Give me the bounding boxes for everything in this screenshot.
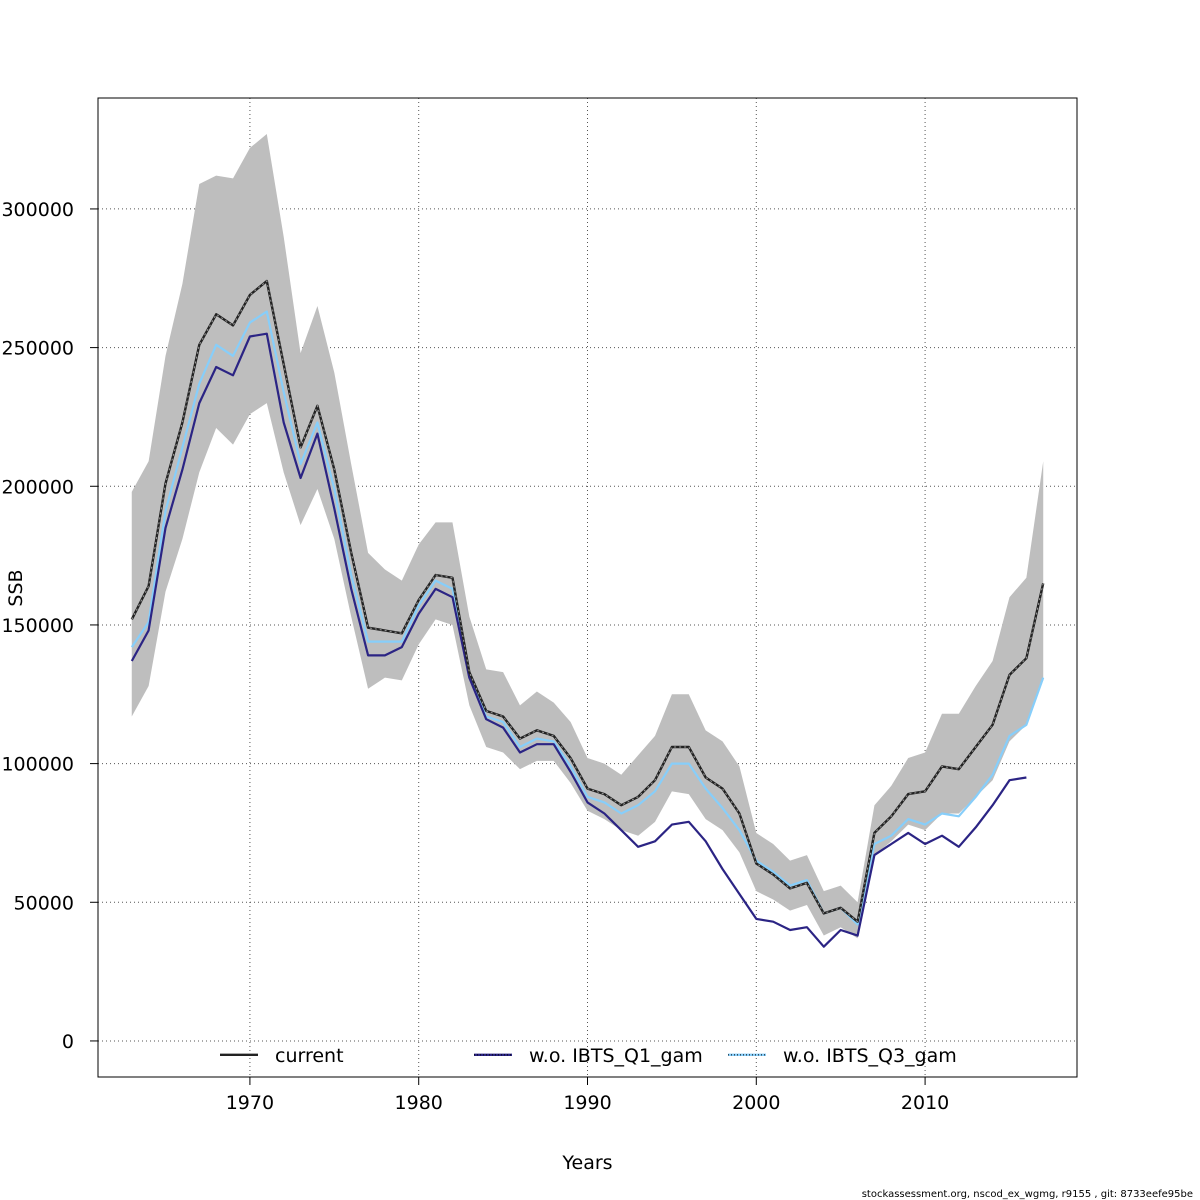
y-tick-label: 100000 bbox=[1, 754, 74, 776]
series-lines bbox=[130, 279, 1045, 948]
y-tick-label: 200000 bbox=[1, 476, 74, 498]
axes: 1970 1980 1990 2000 2010 0 50000 100000 150000 20… bbox=[1, 199, 949, 1114]
y-tick-label: 50000 bbox=[14, 892, 74, 914]
x-axis-title: Years bbox=[561, 1152, 612, 1174]
series-line-2 bbox=[130, 310, 1045, 926]
legend-label: w.o. IBTS_Q3_gam bbox=[783, 1045, 957, 1067]
series-line-1 bbox=[130, 332, 1027, 948]
legend-label: current bbox=[275, 1045, 344, 1067]
y-tick-label: 300000 bbox=[1, 199, 74, 221]
footer-note: stockassessment.org, nscod_ex_wgmg, r915… bbox=[862, 1189, 1193, 1200]
legend-label: w.o. IBTS_Q1_gam bbox=[529, 1045, 703, 1067]
x-tick-label: 1990 bbox=[563, 1092, 611, 1114]
y-tick-label: 150000 bbox=[1, 615, 74, 637]
confidence-band-area bbox=[131, 134, 1044, 939]
series-line-current-dots bbox=[131, 280, 1044, 923]
confidence-band bbox=[131, 134, 1044, 939]
y-tick-label: 0 bbox=[62, 1031, 74, 1053]
x-tick-label: 2000 bbox=[732, 1092, 780, 1114]
y-tick-label: 250000 bbox=[1, 338, 74, 360]
y-axis-title: SSB bbox=[5, 569, 27, 606]
legend: current w.o. IBTS_Q1_gam w.o. IBTS_Q3_gam bbox=[220, 1045, 957, 1067]
x-tick-label: 1980 bbox=[395, 1092, 443, 1114]
x-tick-label: 2010 bbox=[901, 1092, 949, 1114]
x-tick-label: 1970 bbox=[226, 1092, 274, 1114]
